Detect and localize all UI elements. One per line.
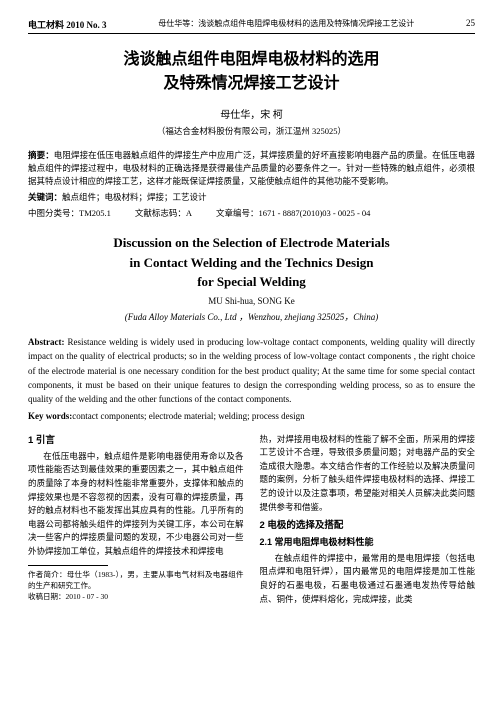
header-page-number: 25 [466, 18, 475, 31]
abstract-chinese: 摘要：电阻焊接在低压电器触点组件的焊接生产中应用广泛，其焊接质量的好坏直接影响电… [28, 149, 475, 187]
page-header: 电工材料 2010 No. 3 母仕华等：浅谈触点组件电阻焊电极材料的选用及特殊… [28, 18, 475, 34]
section-1-para: 在低压电器中，触点组件是影响电器使用寿命以及各项性能能否达到最佳效果的重要因素之… [28, 450, 244, 559]
class-number: 中图分类号：TM205.1 [28, 207, 111, 219]
document-code: 文献标志码：A [135, 207, 192, 219]
abstract-english: Abstract: Resistance welding is widely u… [28, 335, 475, 407]
col2-top-para: 热，对焊接用电极材料的性能了解不全面，所采用的焊接工艺设计不合理，导致很多质量问… [260, 433, 476, 515]
keywords-chinese: 关键词：触点组件；电极材料；焊接；工艺设计 [28, 191, 475, 203]
classification-row: 中图分类号：TM205.1 文献标志码：A 文章编号：1671 - 8887(2… [28, 207, 475, 219]
body-columns: 1 引言 在低压电器中，触点组件是影响电器使用寿命以及各项性能能否达到最佳效果的… [28, 433, 475, 607]
column-left: 1 引言 在低压电器中，触点组件是影响电器使用寿命以及各项性能能否达到最佳效果的… [28, 433, 244, 607]
section-2-heading: 2 电极的选择及搭配 [260, 518, 476, 533]
section-1-heading: 1 引言 [28, 433, 244, 448]
column-right: 热，对焊接用电极材料的性能了解不全面，所采用的焊接工艺设计不合理，导致很多质量问… [260, 433, 476, 607]
section-2-1-para: 在触点组件的焊接中，最常用的是电阻焊接（包括电阻点焊和电阻钎焊），国内最常见的电… [260, 552, 476, 606]
abstract-cn-label: 摘要： [28, 150, 54, 160]
section-2-1-heading: 2.1 常用电阻焊电极材料性能 [260, 535, 476, 549]
header-journal: 电工材料 2010 No. 3 [28, 18, 107, 31]
title-english: Discussion on the Selection of Electrode… [28, 233, 475, 292]
keywords-en-text: contact components; electrode material; … [72, 411, 304, 421]
authors-chinese: 母仕华，宋 柯 [28, 106, 475, 121]
title-cn-line1: 浅谈触点组件电阻焊电极材料的选用 [28, 48, 475, 72]
affiliation-english: (Fuda Alloy Materials Co., Ltd ，Wenzhou,… [28, 310, 475, 323]
title-en-line3: for Special Welding [28, 272, 475, 292]
article-number: 文章编号：1671 - 8887(2010)03 - 0025 - 04 [216, 207, 370, 219]
header-running-title: 母仕华等：浅谈触点组件电阻焊电极材料的选用及特殊情况焊接工艺设计 [158, 18, 414, 31]
title-cn-line2: 及特殊情况焊接工艺设计 [28, 72, 475, 96]
abstract-en-label: Abstract: [28, 337, 68, 347]
keywords-en-label: Key words: [28, 411, 72, 421]
keywords-english: Key words:contact components; electrode … [28, 411, 475, 421]
footnote-author: 作者简介：母仕华（1983-），男，主要从事电气材料及电器组件的生产和研究工作。 [28, 569, 244, 592]
keywords-cn-label: 关键词： [28, 192, 62, 202]
affiliation-chinese: （福达合金材料股份有限公司，浙江温州 325025） [28, 125, 475, 137]
abstract-en-text: Resistance welding is widely used in pro… [28, 337, 475, 405]
abstract-cn-text: 电阻焊接在低压电器触点组件的焊接生产中应用广泛，其焊接质量的好坏直接影响电器产品… [28, 150, 475, 186]
title-en-line1: Discussion on the Selection of Electrode… [28, 233, 475, 253]
title-en-line2: in Contact Welding and the Technics Desi… [28, 253, 475, 273]
keywords-cn-text: 触点组件；电极材料；焊接；工艺设计 [62, 192, 207, 202]
footnote-separator [28, 565, 108, 566]
title-chinese: 浅谈触点组件电阻焊电极材料的选用 及特殊情况焊接工艺设计 [28, 48, 475, 96]
authors-english: MU Shi-hua, SONG Ke [28, 296, 475, 306]
footnote-date: 收稿日期：2010 - 07 - 30 [28, 591, 244, 602]
